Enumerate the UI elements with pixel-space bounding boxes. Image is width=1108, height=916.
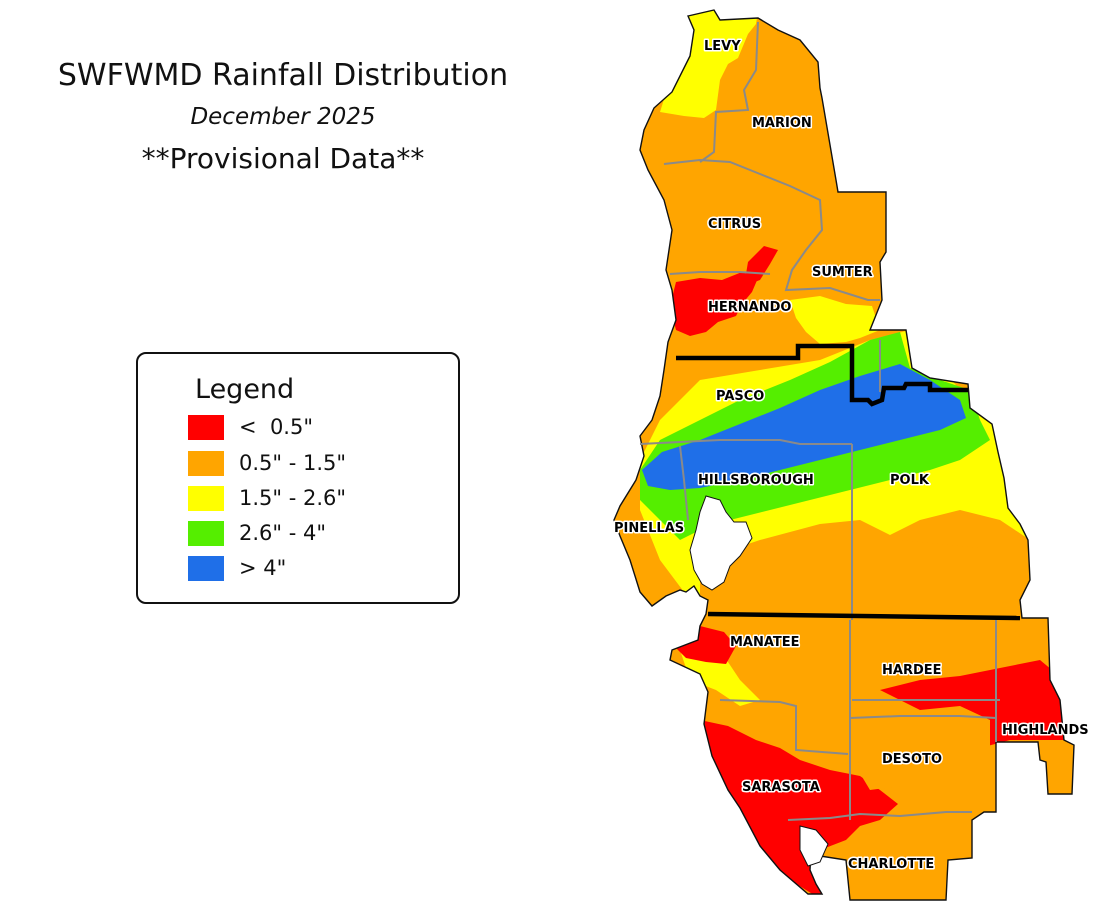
legend-label: 2.6" - 4"	[239, 521, 327, 545]
county-label-sumter: SUMTER	[812, 265, 873, 280]
legend-swatch	[188, 450, 224, 476]
legend-item-0-5-to-1-5: 0.5" - 1.5"	[188, 450, 346, 476]
rain-zone-red-hernando	[670, 272, 758, 336]
legend-label: 0.5" - 1.5"	[239, 451, 347, 475]
rain-zone-yellow-sumter	[790, 296, 880, 344]
county-boundaries	[639, 21, 1000, 821]
county-labels: LEVY MARION CITRUS SUMTER HERNANDO PASCO…	[613, 38, 1091, 874]
legend-title: Legend	[195, 374, 295, 405]
legend-label: > 4"	[239, 556, 287, 580]
legend-label: < 0.5"	[239, 415, 314, 439]
county-label-desoto: DESOTO	[882, 752, 942, 767]
county-label-polk: POLK	[890, 473, 930, 488]
legend-swatch	[188, 414, 224, 440]
county-label-marion: MARION	[752, 116, 812, 131]
rainfall-map: LEVY MARION CITRUS SUMTER HERNANDO PASCO…	[613, 9, 1091, 901]
county-label-levy: LEVY	[704, 39, 741, 54]
legend-swatch	[188, 485, 224, 511]
rain-zone-red-sarasota	[700, 720, 898, 900]
region-dividers	[676, 343, 1021, 621]
county-label-pasco: PASCO	[716, 389, 764, 404]
title-block: SWFWMD Rainfall Distribution December 20…	[0, 58, 566, 175]
legend-item-2-6-to-4: 2.6" - 4"	[188, 520, 326, 546]
provisional-note: **Provisional Data**	[141, 142, 425, 175]
county-label-hillsborough: HILLSBOROUGH	[698, 473, 814, 488]
rain-zone-yellow-manatee	[680, 650, 760, 706]
legend-item-gt-4: > 4"	[188, 555, 286, 581]
rain-zone-yellow-levy	[660, 10, 760, 118]
county-label-pinellas: PINELLAS	[614, 521, 684, 536]
county-label-manatee: MANATEE	[730, 635, 800, 650]
legend-item-1-5-to-2-6: 1.5" - 2.6"	[188, 485, 346, 511]
map-title: SWFWMD Rainfall Distribution	[57, 58, 509, 93]
rain-zone-orange-desoto	[858, 706, 990, 790]
legend-label: 1.5" - 2.6"	[239, 486, 347, 510]
map-subtitle: December 2025	[190, 104, 376, 130]
county-label-citrus: CITRUS	[708, 217, 761, 232]
rain-zone-orange-south	[700, 520, 1030, 620]
tampa-bay	[689, 495, 753, 591]
legend-item-lt-0-5: < 0.5"	[188, 414, 313, 440]
county-label-highlands: HIGHLANDS	[1002, 723, 1089, 738]
county-label-sarasota: SARASOTA	[742, 780, 820, 795]
legend-swatch	[188, 555, 224, 581]
legend-box: Legend < 0.5" 0.5" - 1.5" 1.5" - 2.6" 2.…	[136, 352, 460, 604]
rainfall-zones	[614, 10, 1074, 900]
county-label-hardee: HARDEE	[882, 663, 942, 678]
county-label-hernando: HERNANDO	[708, 300, 791, 315]
charlotte-harbor	[799, 825, 829, 867]
county-label-charlotte: CHARLOTTE	[848, 857, 934, 872]
legend-swatch	[188, 520, 224, 546]
